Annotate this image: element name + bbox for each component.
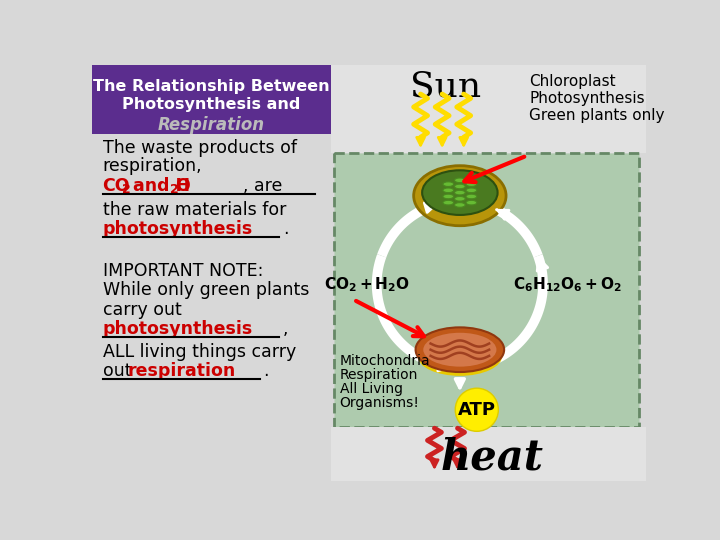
Text: carry out: carry out bbox=[102, 301, 181, 319]
Text: 2: 2 bbox=[122, 183, 130, 196]
Text: Sun: Sun bbox=[410, 69, 482, 103]
Ellipse shape bbox=[443, 194, 454, 199]
Bar bbox=[330, 427, 647, 481]
Text: O: O bbox=[175, 177, 189, 195]
Ellipse shape bbox=[443, 182, 454, 186]
Text: out: out bbox=[102, 362, 131, 380]
Text: The waste products of: The waste products of bbox=[102, 139, 297, 157]
Text: .: . bbox=[283, 220, 288, 238]
Text: the raw materials for: the raw materials for bbox=[102, 200, 286, 219]
Ellipse shape bbox=[454, 178, 465, 183]
Text: ATP: ATP bbox=[458, 401, 496, 418]
Bar bbox=[92, 65, 330, 134]
Text: $\mathbf{C_6H_{12}O_6 + O_2}$: $\mathbf{C_6H_{12}O_6 + O_2}$ bbox=[513, 275, 622, 294]
Text: While only green plants: While only green plants bbox=[102, 281, 309, 299]
Text: Mitochondria: Mitochondria bbox=[340, 354, 431, 368]
Text: $\mathbf{CO_2 + H_2O}$: $\mathbf{CO_2 + H_2O}$ bbox=[325, 275, 410, 294]
Text: .: . bbox=[263, 362, 269, 380]
Text: CO: CO bbox=[102, 177, 130, 195]
Text: heat: heat bbox=[441, 436, 544, 478]
Text: Respiration: Respiration bbox=[158, 116, 265, 134]
Ellipse shape bbox=[423, 333, 496, 367]
Ellipse shape bbox=[454, 197, 465, 201]
Ellipse shape bbox=[418, 336, 503, 376]
Text: Green plants only: Green plants only bbox=[529, 108, 665, 123]
Text: Respiration: Respiration bbox=[340, 368, 418, 382]
Ellipse shape bbox=[443, 200, 454, 205]
Ellipse shape bbox=[466, 188, 477, 193]
Text: ALL living things carry: ALL living things carry bbox=[102, 343, 296, 361]
Ellipse shape bbox=[454, 184, 465, 189]
Ellipse shape bbox=[454, 190, 465, 195]
Text: Chloroplast: Chloroplast bbox=[529, 74, 616, 89]
Text: Photosynthesis and: Photosynthesis and bbox=[122, 97, 300, 112]
Ellipse shape bbox=[414, 166, 506, 226]
Text: , are: , are bbox=[243, 177, 282, 195]
Bar bbox=[334, 153, 639, 427]
Circle shape bbox=[455, 388, 498, 431]
Ellipse shape bbox=[466, 200, 477, 205]
Ellipse shape bbox=[466, 182, 477, 186]
Text: Organisms!: Organisms! bbox=[340, 396, 420, 410]
Ellipse shape bbox=[454, 202, 465, 207]
Text: photosynthesis: photosynthesis bbox=[102, 320, 253, 338]
Bar bbox=[330, 65, 647, 153]
Ellipse shape bbox=[466, 194, 477, 199]
Ellipse shape bbox=[443, 188, 454, 193]
Text: Photosynthesis: Photosynthesis bbox=[529, 91, 645, 106]
Text: 2: 2 bbox=[170, 183, 179, 196]
Text: photosynthesis: photosynthesis bbox=[102, 220, 253, 238]
Text: respiration: respiration bbox=[128, 362, 236, 380]
Text: and H: and H bbox=[127, 177, 190, 195]
Text: The Relationship Between: The Relationship Between bbox=[93, 79, 330, 94]
Text: IMPORTANT NOTE:: IMPORTANT NOTE: bbox=[102, 262, 263, 280]
Ellipse shape bbox=[415, 327, 504, 372]
Ellipse shape bbox=[422, 170, 498, 215]
Text: All Living: All Living bbox=[340, 382, 402, 396]
Text: ,: , bbox=[283, 320, 288, 338]
Text: respiration,: respiration, bbox=[102, 158, 202, 176]
